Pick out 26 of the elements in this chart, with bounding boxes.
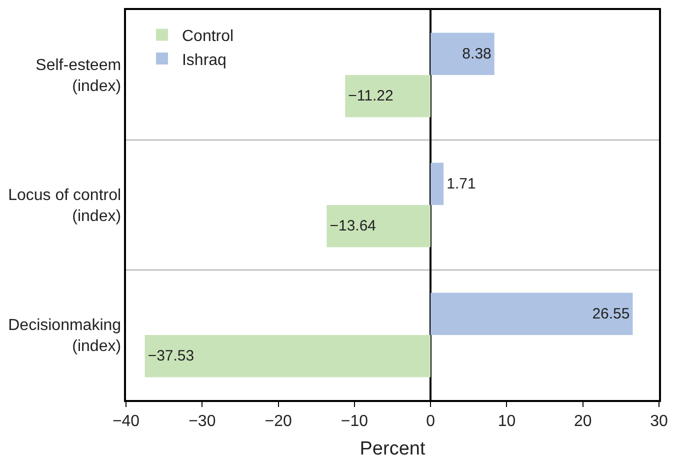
x-tick-label: 10 [498,412,516,430]
x-tick-label: −40 [112,412,140,430]
x-tick-label: −10 [340,412,368,430]
x-tick-label: −30 [188,412,216,430]
y-tick-label: Decisionmaking (index) [8,317,122,355]
y-tick-label: Self-esteem (index) [36,57,122,95]
bar [144,335,431,378]
bar [326,205,431,248]
data-label: 26.55 [592,305,630,322]
y-tick-label: Locus of control (index) [8,187,122,225]
data-label: 8.38 [462,45,492,62]
bar [345,75,431,118]
x-tick-label: 20 [574,412,592,430]
data-label: 1.71 [446,175,476,192]
data-label: −11.22 [348,88,394,105]
bar [430,32,494,75]
x-tick-label: 0 [426,412,436,430]
data-label: −13.64 [330,218,376,235]
bar [430,162,444,205]
x-tick-label: 30 [650,412,668,430]
bar [430,292,633,335]
data-label: −37.53 [148,348,194,365]
legend-label: Control [182,28,234,45]
x-axis-title: Percent [360,438,426,460]
x-tick-label: −20 [264,412,292,430]
legend-label: Ishraq [182,52,226,69]
